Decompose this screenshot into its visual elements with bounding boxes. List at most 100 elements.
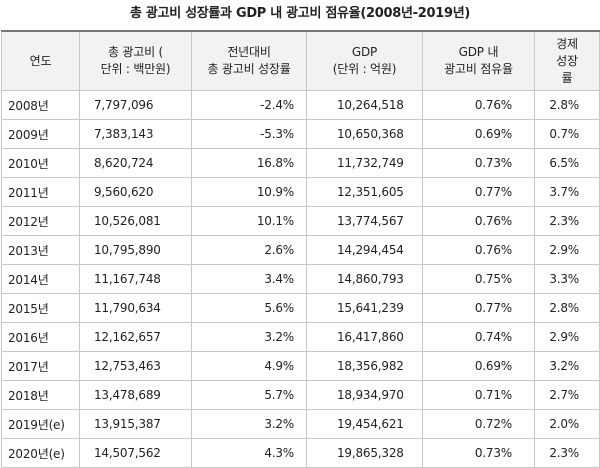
cell-total-ad: 14,507,562 [79, 438, 192, 468]
cell-year: 2008년 [1, 90, 80, 120]
cell-year: 2012년 [1, 206, 80, 236]
table-row: 2008년 7,797,096 -2.4% 10,264,518 0.76% 2… [1, 90, 600, 120]
cell-econ: 3.3% [534, 264, 600, 294]
ad-spending-table: 연도 총 광고비 ( 단위 : 백만원) 전년대비 총 광고비 성장률 GDP … [1, 30, 600, 468]
cell-total-ad: 12,162,657 [79, 322, 192, 352]
cell-growth: 3.4% [191, 264, 307, 294]
cell-total-ad: 7,383,143 [79, 119, 192, 149]
table-row: 2015년 11,790,634 5.6% 15,641,239 0.77% 2… [1, 293, 600, 323]
cell-gdp: 10,650,368 [306, 119, 423, 149]
cell-total-ad: 9,560,620 [79, 177, 192, 207]
cell-growth: 3.2% [191, 409, 307, 439]
header-growth: 전년대비 총 광고비 성장률 [191, 30, 307, 91]
cell-total-ad: 13,915,387 [79, 409, 192, 439]
cell-growth: 4.3% [191, 438, 307, 468]
cell-gdp: 18,356,982 [306, 351, 423, 381]
table-row: 2010년 8,620,724 16.8% 11,732,749 0.73% 6… [1, 148, 600, 178]
cell-year: 2018년 [1, 380, 80, 410]
cell-share: 0.76% [422, 235, 535, 265]
table-row: 2014년 11,167,748 3.4% 14,860,793 0.75% 3… [1, 264, 600, 294]
document-page: 총 광고비 성장률과 GDP 내 광고비 점유율(2008년-2019년) 연도… [1, 6, 600, 468]
cell-econ: 2.3% [534, 438, 600, 468]
cell-year: 2016년 [1, 322, 80, 352]
cell-econ: 6.5% [534, 148, 600, 178]
cell-gdp: 14,860,793 [306, 264, 423, 294]
header-year: 연도 [1, 30, 80, 91]
cell-gdp: 15,641,239 [306, 293, 423, 323]
cell-year: 2017년 [1, 351, 80, 381]
cell-share: 0.73% [422, 438, 535, 468]
cell-growth: 10.9% [191, 177, 307, 207]
cell-gdp: 12,351,605 [306, 177, 423, 207]
table-row: 2016년 12,162,657 3.2% 16,417,860 0.74% 2… [1, 322, 600, 352]
cell-growth: 16.8% [191, 148, 307, 178]
cell-share: 0.71% [422, 380, 535, 410]
header-gdp: GDP (단위 : 억원) [306, 30, 423, 91]
cell-gdp: 13,774,567 [306, 206, 423, 236]
cell-gdp: 16,417,860 [306, 322, 423, 352]
cell-share: 0.72% [422, 409, 535, 439]
cell-total-ad: 10,795,890 [79, 235, 192, 265]
cell-share: 0.69% [422, 119, 535, 149]
cell-share: 0.75% [422, 264, 535, 294]
cell-share: 0.76% [422, 90, 535, 120]
cell-growth: 5.6% [191, 293, 307, 323]
cell-total-ad: 13,478,689 [79, 380, 192, 410]
header-total-ad-line1: 총 광고비 ( [107, 45, 164, 59]
cell-growth: 4.9% [191, 351, 307, 381]
header-total-ad: 총 광고비 ( 단위 : 백만원) [79, 30, 192, 91]
cell-total-ad: 8,620,724 [79, 148, 192, 178]
table-title: 총 광고비 성장률과 GDP 내 광고비 점유율(2008년-2019년) [129, 6, 470, 21]
cell-econ: 2.7% [534, 380, 600, 410]
cell-econ: 3.7% [534, 177, 600, 207]
cell-econ: 3.2% [534, 351, 600, 381]
cell-econ: 2.8% [534, 90, 600, 120]
cell-year: 2013년 [1, 235, 80, 265]
table-row: 2011년 9,560,620 10.9% 12,351,605 0.77% 3… [1, 177, 600, 207]
header-econ-line2: 성장 [556, 53, 578, 68]
cell-econ: 2.8% [534, 293, 600, 323]
header-growth-line1: 전년대비 [227, 45, 271, 59]
cell-gdp: 10,264,518 [306, 90, 423, 120]
cell-growth: 10.1% [191, 206, 307, 236]
header-growth-line2: 총 광고비 성장률 [207, 62, 291, 76]
cell-year: 2009년 [1, 119, 80, 149]
cell-econ: 0.7% [534, 119, 600, 149]
cell-growth: -2.4% [191, 90, 307, 120]
header-econ-line1: 경제 [556, 36, 578, 51]
cell-econ: 2.9% [534, 235, 600, 265]
cell-econ: 2.3% [534, 206, 600, 236]
table-row: 2009년 7,383,143 -5.3% 10,650,368 0.69% 0… [1, 119, 600, 149]
cell-year: 2019년(e) [1, 409, 80, 439]
cell-growth: -5.3% [191, 119, 307, 149]
table-row: 2019년(e) 13,915,387 3.2% 19,454,621 0.72… [1, 409, 600, 439]
cell-total-ad: 7,797,096 [79, 90, 192, 120]
header-gdp-line2: (단위 : 억원) [332, 62, 397, 76]
table-row: 2018년 13,478,689 5.7% 18,934,970 0.71% 2… [1, 380, 600, 410]
header-econ: 경제 성장 률 [534, 30, 600, 91]
cell-share: 0.69% [422, 351, 535, 381]
table-row: 2013년 10,795,890 2.6% 14,294,454 0.76% 2… [1, 235, 600, 265]
cell-share: 0.77% [422, 177, 535, 207]
cell-growth: 3.2% [191, 322, 307, 352]
cell-gdp: 14,294,454 [306, 235, 423, 265]
cell-econ: 2.0% [534, 409, 600, 439]
cell-year: 2020년(e) [1, 438, 80, 468]
table-row: 2020년(e) 14,507,562 4.3% 19,865,328 0.73… [1, 438, 600, 468]
cell-share: 0.74% [422, 322, 535, 352]
header-total-ad-line2: 단위 : 백만원) [100, 62, 171, 76]
cell-share: 0.73% [422, 148, 535, 178]
header-row: 연도 총 광고비 ( 단위 : 백만원) 전년대비 총 광고비 성장률 GDP … [1, 30, 600, 91]
cell-share: 0.77% [422, 293, 535, 323]
header-gdp-line1: GDP [351, 45, 378, 59]
header-share-line2: 광고비 점유율 [444, 62, 513, 76]
cell-gdp: 19,454,621 [306, 409, 423, 439]
cell-share: 0.76% [422, 206, 535, 236]
cell-total-ad: 11,790,634 [79, 293, 192, 323]
table-body: 2008년 7,797,096 -2.4% 10,264,518 0.76% 2… [1, 90, 600, 468]
table-row: 2017년 12,753,463 4.9% 18,356,982 0.69% 3… [1, 351, 600, 381]
cell-growth: 5.7% [191, 380, 307, 410]
header-share: GDP 내 광고비 점유율 [422, 30, 535, 91]
cell-gdp: 11,732,749 [306, 148, 423, 178]
header-year-label: 연도 [29, 53, 52, 68]
